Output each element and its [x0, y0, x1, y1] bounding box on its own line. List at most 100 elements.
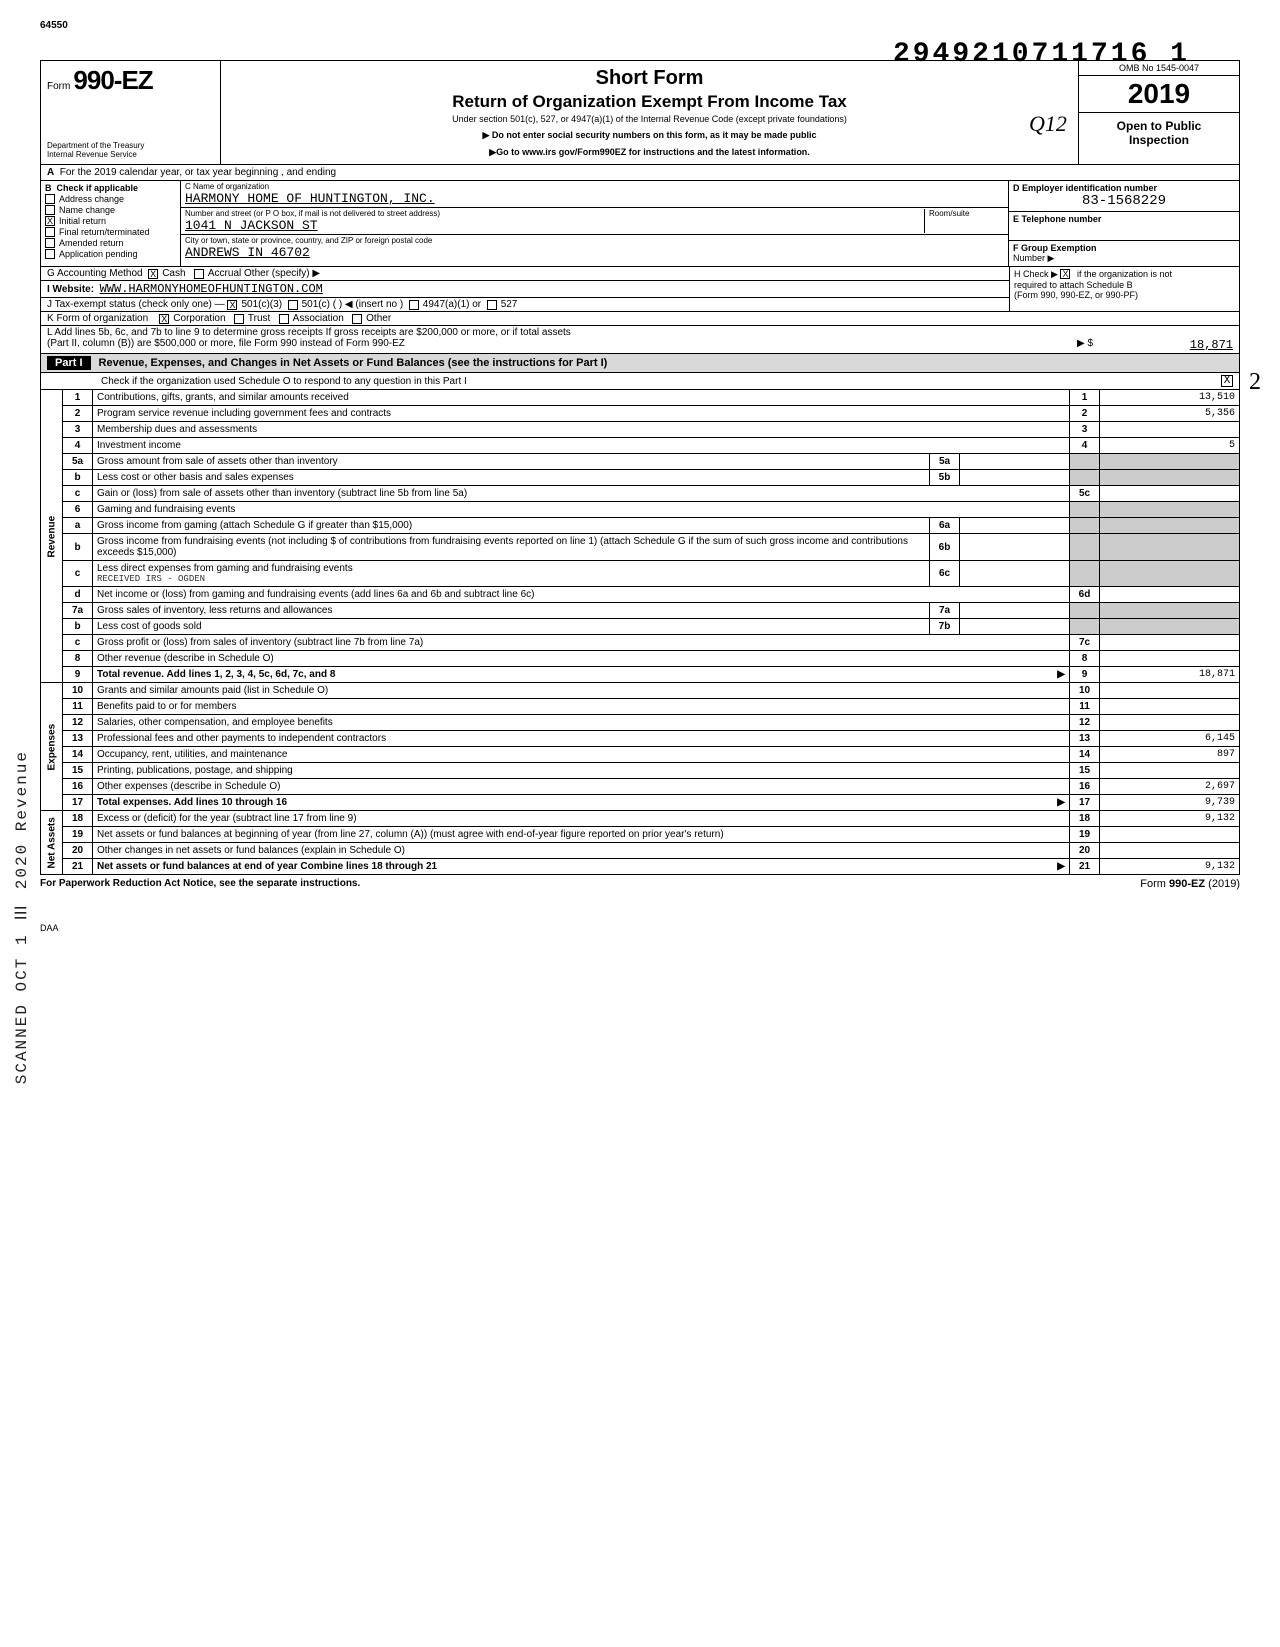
schedule-o-checkbox[interactable]: X	[1221, 375, 1233, 387]
line-number: 8	[63, 651, 93, 667]
line-ref-grey	[1070, 619, 1100, 635]
line-description: Net income or (loss) from gaming and fun…	[93, 587, 1070, 603]
check-applicable-label: Initial return	[59, 216, 106, 226]
check-applicable-item: Application pending	[45, 249, 176, 259]
row-a-text: For the 2019 calendar year, or tax year …	[60, 167, 336, 178]
line-amount: 18,871	[1100, 667, 1240, 683]
row-h-text1: if the organization is not	[1077, 269, 1172, 279]
line-amount	[1100, 843, 1240, 859]
line-number: 13	[63, 731, 93, 747]
vertical-scan-stamp: SCANNED OCT 1 ☰ 2020 Revenue	[12, 750, 31, 1084]
line-number: b	[63, 534, 93, 561]
mid-line-value	[960, 470, 1070, 486]
other-label: Other	[366, 313, 391, 324]
line-description: Gross income from gaming (attach Schedul…	[93, 518, 930, 534]
footer: For Paperwork Reduction Act Notice, see …	[40, 875, 1240, 893]
check-applicable-checkbox[interactable]	[45, 238, 55, 248]
line-number: 9	[63, 667, 93, 683]
form-line-row: 17Total expenses. Add lines 10 through 1…	[41, 795, 1240, 811]
line-ref-number: 19	[1070, 827, 1100, 843]
part-1-title: Revenue, Expenses, and Changes in Net As…	[99, 357, 608, 369]
501c-label: 501(c) ( ) ◀ (insert no )	[302, 299, 404, 310]
check-applicable-label: Final return/terminated	[59, 227, 150, 237]
check-applicable-checkbox[interactable]	[45, 205, 55, 215]
line-value-grey	[1100, 454, 1240, 470]
line-value-grey	[1100, 470, 1240, 486]
line-number: c	[63, 635, 93, 651]
mid-line-value	[960, 454, 1070, 470]
line-ref-number: 4	[1070, 438, 1100, 454]
line-number: 3	[63, 422, 93, 438]
check-applicable-checkbox[interactable]: X	[45, 216, 55, 226]
line-description: Gross income from fundraising events (no…	[93, 534, 930, 561]
row-l-arrow: ▶ $	[1077, 338, 1093, 352]
trust-label: Trust	[248, 313, 270, 324]
form-line-row: 21Net assets or fund balances at end of …	[41, 859, 1240, 875]
line-description: Benefits paid to or for members	[93, 699, 1070, 715]
line-number: 20	[63, 843, 93, 859]
check-applicable-checkbox[interactable]	[45, 249, 55, 259]
line-ref-grey	[1070, 454, 1100, 470]
line-amount: 6,145	[1100, 731, 1240, 747]
daa-mark: DAA	[40, 923, 1240, 933]
line-description: Less cost or other basis and sales expen…	[93, 470, 930, 486]
street-address: 1041 N JACKSON ST	[185, 218, 924, 233]
mid-line-value	[960, 534, 1070, 561]
form-footer-label: Form 990-EZ (2019)	[1140, 878, 1240, 890]
line-number: 2	[63, 406, 93, 422]
org-name-label: C Name of organization	[185, 182, 1004, 191]
cash-checkbox[interactable]: X	[148, 269, 158, 279]
line-description: Less cost of goods sold	[93, 619, 930, 635]
revenue-table: Revenue1Contributions, gifts, grants, an…	[40, 390, 1240, 683]
line-ref-number: 8	[1070, 651, 1100, 667]
accrual-checkbox[interactable]	[194, 269, 204, 279]
4947-checkbox[interactable]	[409, 300, 419, 310]
net-assets-table: Net Assets18Excess or (deficit) for the …	[40, 811, 1240, 875]
line-amount	[1100, 699, 1240, 715]
line-ref-number: 3	[1070, 422, 1100, 438]
other-checkbox[interactable]	[352, 314, 362, 324]
corporation-checkbox[interactable]: X	[159, 314, 169, 324]
line-value-grey	[1100, 502, 1240, 518]
association-label: Association	[293, 313, 344, 324]
website-value: WWW.HARMONYHOMEOFHUNTINGTON.COM	[100, 282, 323, 296]
line-description: Excess or (deficit) for the year (subtra…	[93, 811, 1070, 827]
line-description: Gross amount from sale of assets other t…	[93, 454, 930, 470]
form-line-row: 8Other revenue (describe in Schedule O)8	[41, 651, 1240, 667]
form-number: 990-EZ	[73, 65, 152, 95]
check-applicable-checkbox[interactable]	[45, 194, 55, 204]
trust-checkbox[interactable]	[234, 314, 244, 324]
check-applicable-item: Name change	[45, 205, 176, 215]
form-line-row: cGain or (loss) from sale of assets othe…	[41, 486, 1240, 502]
line-description: Other expenses (describe in Schedule O)	[93, 779, 1070, 795]
website-label: I Website:	[47, 284, 94, 295]
527-checkbox[interactable]	[487, 300, 497, 310]
instruction-2: ▶Go to www.irs gov/Form990EZ for instruc…	[231, 147, 1068, 158]
association-checkbox[interactable]	[279, 314, 289, 324]
column-b-checkboxes: B Check if applicable Address changeName…	[41, 181, 181, 266]
header-left-column: Form 990-EZ Department of the Treasury I…	[41, 61, 221, 164]
501c-checkbox[interactable]	[288, 300, 298, 310]
line-description: Net assets or fund balances at end of ye…	[93, 859, 1070, 875]
line-ref-grey	[1070, 603, 1100, 619]
line-ref-number: 11	[1070, 699, 1100, 715]
check-applicable-label: Application pending	[59, 249, 138, 259]
line-number: 16	[63, 779, 93, 795]
schedule-b-checkbox[interactable]: X	[1060, 269, 1070, 279]
line-value-grey	[1100, 534, 1240, 561]
line-ref-number: 21	[1070, 859, 1100, 875]
line-ref-number: 10	[1070, 683, 1100, 699]
line-number: 11	[63, 699, 93, 715]
501c3-checkbox[interactable]: X	[227, 300, 237, 310]
part-1-check-text: Check if the organization used Schedule …	[101, 376, 467, 387]
line-number: 17	[63, 795, 93, 811]
check-applicable-checkbox[interactable]	[45, 227, 55, 237]
open-line-1: Open to Public	[1081, 119, 1237, 133]
form-line-row: cGross profit or (loss) from sales of in…	[41, 635, 1240, 651]
department-block: Department of the Treasury Internal Reve…	[47, 142, 214, 160]
row-a-tax-year: A For the 2019 calendar year, or tax yea…	[40, 165, 1240, 181]
form-line-row: dNet income or (loss) from gaming and fu…	[41, 587, 1240, 603]
row-k: K Form of organization X Corporation Tru…	[40, 312, 1240, 326]
row-h-box: H Check ▶ X if the organization is not r…	[1010, 267, 1240, 312]
mid-line-number: 6a	[930, 518, 960, 534]
